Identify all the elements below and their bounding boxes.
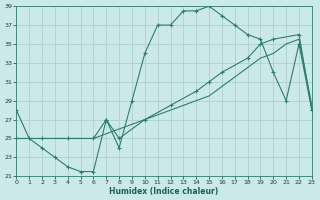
X-axis label: Humidex (Indice chaleur): Humidex (Indice chaleur): [109, 187, 219, 196]
